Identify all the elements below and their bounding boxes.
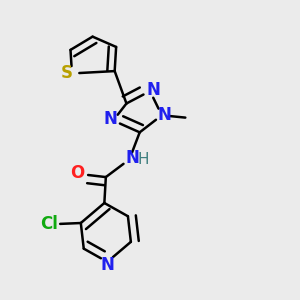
Text: O: O: [70, 164, 84, 182]
Text: N: N: [103, 110, 117, 128]
Text: Cl: Cl: [40, 214, 58, 232]
Text: N: N: [125, 149, 139, 167]
Text: N: N: [158, 106, 172, 124]
Text: S: S: [61, 64, 73, 82]
Text: H: H: [138, 152, 149, 167]
Text: N: N: [146, 81, 160, 99]
Text: N: N: [100, 256, 114, 274]
